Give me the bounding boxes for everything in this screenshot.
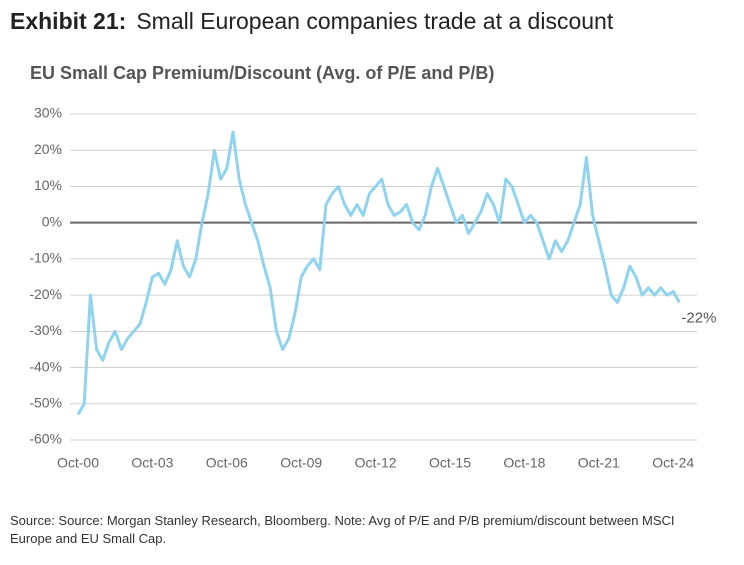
value-label: -22% xyxy=(681,309,716,326)
y-tick-label: 30% xyxy=(34,105,62,121)
chart: EU Small Cap Premium/Discount (Avg. of P… xyxy=(29,63,716,471)
x-tick-label: Oct-09 xyxy=(280,455,322,471)
y-tick-label: -20% xyxy=(29,286,62,302)
y-tick-label: 0% xyxy=(42,213,62,229)
chart-title: EU Small Cap Premium/Discount (Avg. of P… xyxy=(30,63,494,83)
header: Exhibit 21: Small European companies trad… xyxy=(10,8,613,35)
x-tick-label: Oct-21 xyxy=(578,455,620,471)
x-tick-label: Oct-24 xyxy=(652,455,694,471)
x-tick-label: Oct-00 xyxy=(57,455,99,471)
source-note: Source: Source: Morgan Stanley Research,… xyxy=(10,513,675,546)
x-tick-label: Oct-18 xyxy=(503,455,545,471)
y-tick-label: 10% xyxy=(34,177,62,193)
y-tick-label: 20% xyxy=(34,141,62,157)
line xyxy=(76,130,681,416)
x-tick-label: Oct-15 xyxy=(429,455,471,471)
x-tick-label: Oct-03 xyxy=(131,455,173,471)
y-tick-label: -10% xyxy=(29,250,62,266)
exhibit-label: Exhibit 21: xyxy=(10,8,127,34)
y-tick-label: -50% xyxy=(29,394,62,410)
y-tick-label: -60% xyxy=(29,431,62,447)
header-title: Small European companies trade at a disc… xyxy=(136,8,614,34)
y-tick-label: -30% xyxy=(29,322,62,338)
x-tick-label: Oct-06 xyxy=(206,455,248,471)
x-tick-label: Oct-12 xyxy=(355,455,397,471)
y-tick-label: -40% xyxy=(29,358,62,374)
